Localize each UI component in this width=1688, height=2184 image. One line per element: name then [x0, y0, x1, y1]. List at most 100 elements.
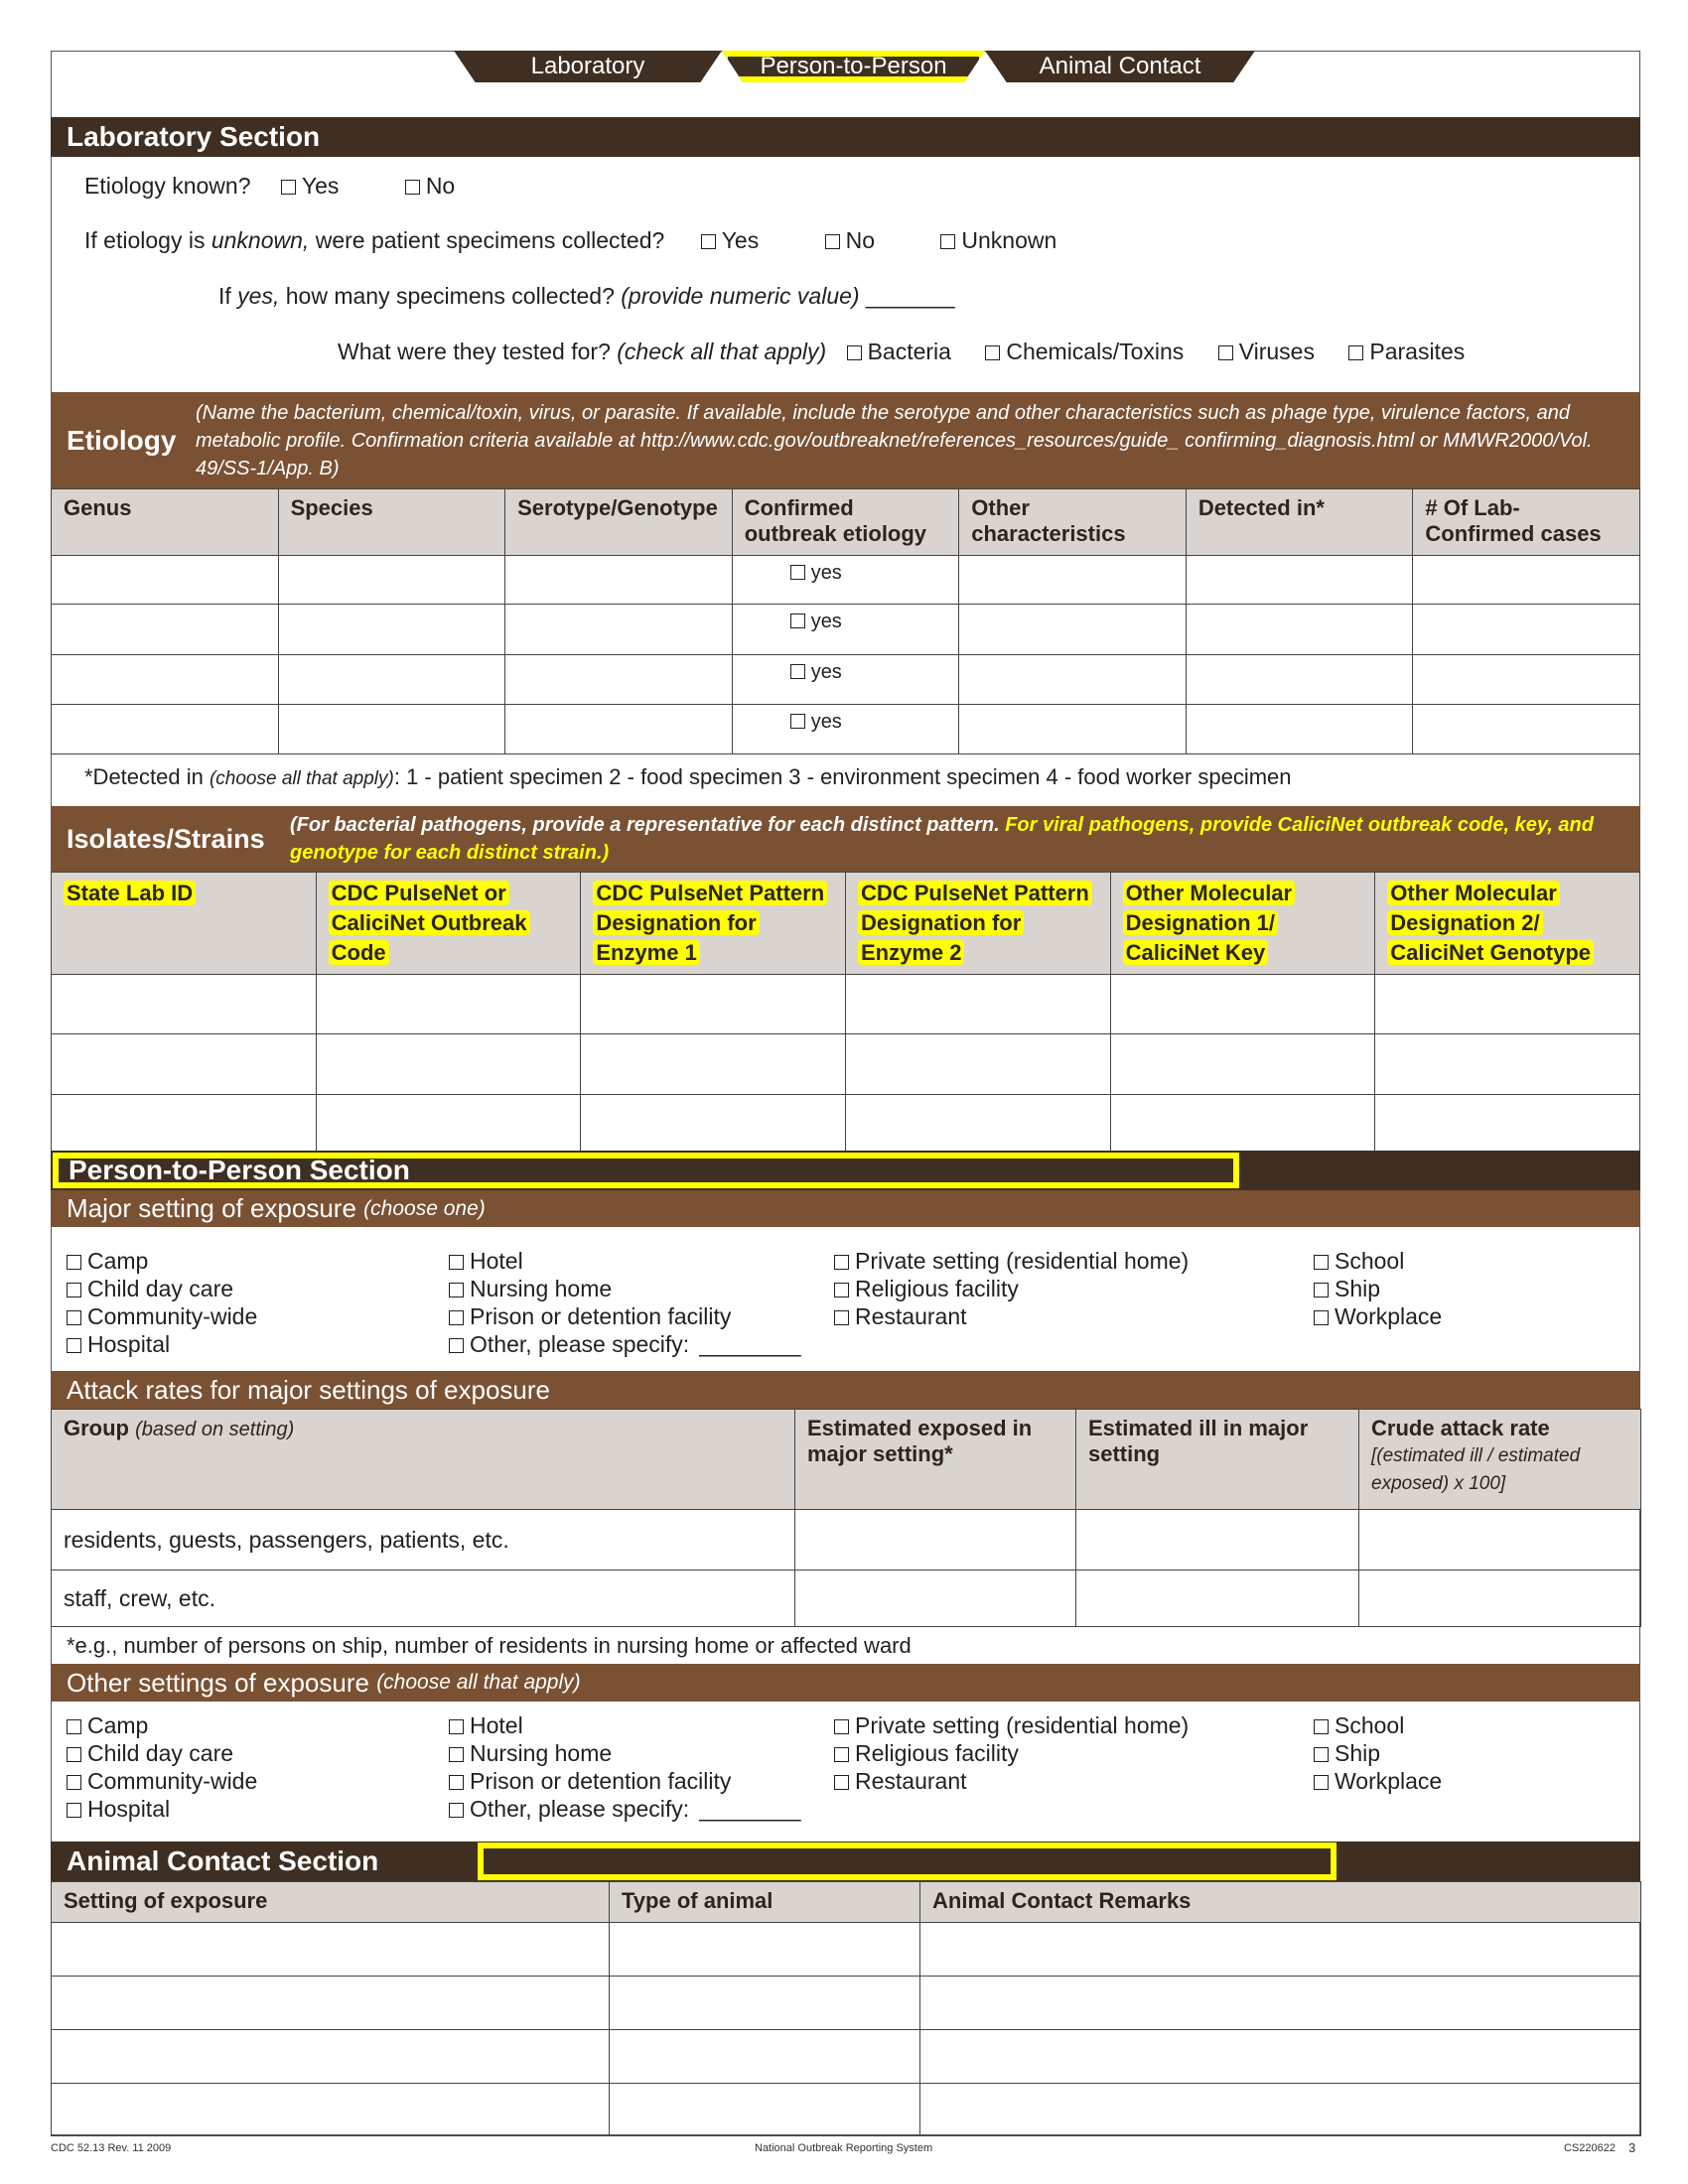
- other-setting-checkbox[interactable]: Ship: [1314, 1739, 1442, 1767]
- input-cell[interactable]: [1185, 704, 1414, 754]
- input-cell[interactable]: [51, 704, 279, 754]
- input-cell[interactable]: [958, 654, 1187, 705]
- input-cell[interactable]: [958, 704, 1187, 754]
- chemicals-checkbox[interactable]: Chemicals/Toxins: [985, 339, 1184, 364]
- input-cell[interactable]: [1185, 654, 1414, 705]
- other-setting-checkbox[interactable]: Hotel: [449, 1711, 801, 1739]
- major-setting-checkbox[interactable]: Hotel: [449, 1247, 801, 1275]
- input-cell[interactable]: [919, 2083, 1641, 2136]
- other-setting-checkbox[interactable]: Nursing home: [449, 1739, 801, 1767]
- input-cell[interactable]: [919, 1976, 1641, 2030]
- input-cell[interactable]: [919, 2029, 1641, 2084]
- major-setting-checkbox[interactable]: Hospital: [67, 1330, 257, 1358]
- other-setting-checkbox[interactable]: Religious facility: [834, 1739, 1189, 1767]
- input-cell[interactable]: [609, 2029, 920, 2084]
- input-cell[interactable]: [609, 1922, 920, 1977]
- input-cell[interactable]: [51, 1976, 610, 2030]
- input-cell[interactable]: [51, 555, 279, 605]
- estimated-exposed-cell[interactable]: [794, 1509, 1076, 1570]
- other-setting-checkbox[interactable]: Hospital: [67, 1795, 257, 1823]
- other-setting-checkbox[interactable]: Workplace: [1314, 1767, 1442, 1795]
- input-cell[interactable]: [51, 2083, 610, 2136]
- input-cell[interactable]: [1412, 704, 1640, 754]
- input-cell[interactable]: [277, 704, 506, 754]
- specify-field[interactable]: ________: [699, 1796, 801, 1822]
- other-setting-checkbox[interactable]: Community-wide: [67, 1767, 257, 1795]
- input-cell[interactable]: [580, 1033, 846, 1095]
- input-cell[interactable]: [315, 974, 582, 1034]
- input-cell[interactable]: [504, 704, 733, 754]
- input-cell[interactable]: [1412, 654, 1640, 705]
- input-cell[interactable]: [1185, 604, 1414, 655]
- input-cell[interactable]: [609, 1976, 920, 2030]
- confirmed-yes-checkbox[interactable]: yes: [789, 661, 842, 683]
- other-setting-checkbox[interactable]: Camp: [67, 1711, 257, 1739]
- input-cell[interactable]: [1109, 974, 1376, 1034]
- input-cell[interactable]: [580, 974, 846, 1034]
- input-cell[interactable]: [1185, 555, 1414, 605]
- specify-field[interactable]: ________: [699, 1331, 801, 1357]
- input-cell[interactable]: [919, 1922, 1641, 1977]
- confirmed-yes-checkbox[interactable]: yes: [789, 711, 842, 733]
- input-cell[interactable]: [504, 604, 733, 655]
- confirmed-yes-checkbox[interactable]: yes: [789, 562, 842, 584]
- specimen-count-field[interactable]: _______: [865, 283, 955, 309]
- crude-attack-rate-cell[interactable]: [1358, 1570, 1641, 1627]
- parasites-checkbox[interactable]: Parasites: [1348, 339, 1465, 364]
- input-cell[interactable]: [51, 1922, 610, 1977]
- major-setting-checkbox[interactable]: Community-wide: [67, 1302, 257, 1330]
- input-cell[interactable]: [51, 1094, 317, 1152]
- input-cell[interactable]: [609, 2083, 920, 2136]
- input-cell[interactable]: [51, 974, 317, 1034]
- confirmed-yes-checkbox[interactable]: yes: [789, 611, 842, 632]
- estimated-exposed-cell[interactable]: [794, 1570, 1076, 1627]
- input-cell[interactable]: [844, 1094, 1111, 1152]
- tab-laboratory[interactable]: Laboratory: [454, 51, 722, 82]
- input-cell[interactable]: [277, 555, 506, 605]
- major-setting-checkbox[interactable]: Religious facility: [834, 1275, 1189, 1302]
- other-setting-checkbox[interactable]: Child day care: [67, 1739, 257, 1767]
- input-cell[interactable]: [1412, 604, 1640, 655]
- major-setting-checkbox[interactable]: Restaurant: [834, 1302, 1189, 1330]
- input-cell[interactable]: [1109, 1094, 1376, 1152]
- yes-checkbox[interactable]: Yes: [700, 227, 759, 253]
- input-cell[interactable]: [1109, 1033, 1376, 1095]
- input-cell[interactable]: [844, 974, 1111, 1034]
- input-cell[interactable]: [580, 1094, 846, 1152]
- input-cell[interactable]: [844, 1033, 1111, 1095]
- input-cell[interactable]: [51, 654, 279, 705]
- major-setting-checkbox[interactable]: Private setting (residential home): [834, 1247, 1189, 1275]
- yes-checkbox[interactable]: Yes: [280, 173, 339, 199]
- major-setting-checkbox[interactable]: Other, please specify: ________: [449, 1330, 801, 1358]
- input-cell[interactable]: [958, 604, 1187, 655]
- input-cell[interactable]: [315, 1094, 582, 1152]
- bacteria-checkbox[interactable]: Bacteria: [846, 339, 951, 364]
- estimated-ill-cell[interactable]: [1075, 1570, 1359, 1627]
- input-cell[interactable]: [1412, 555, 1640, 605]
- major-setting-checkbox[interactable]: Child day care: [67, 1275, 257, 1302]
- input-cell[interactable]: [315, 1033, 582, 1095]
- no-checkbox[interactable]: No: [404, 173, 455, 199]
- major-setting-checkbox[interactable]: Workplace: [1314, 1302, 1442, 1330]
- major-setting-checkbox[interactable]: School: [1314, 1247, 1442, 1275]
- input-cell[interactable]: [51, 604, 279, 655]
- input-cell[interactable]: [504, 555, 733, 605]
- other-setting-checkbox[interactable]: Prison or detention facility: [449, 1767, 801, 1795]
- other-setting-checkbox[interactable]: Restaurant: [834, 1767, 1189, 1795]
- input-cell[interactable]: [504, 654, 733, 705]
- input-cell[interactable]: [51, 2029, 610, 2084]
- unknown-checkbox[interactable]: Unknown: [940, 227, 1056, 253]
- major-setting-checkbox[interactable]: Camp: [67, 1247, 257, 1275]
- input-cell[interactable]: [1374, 974, 1640, 1034]
- other-setting-checkbox[interactable]: School: [1314, 1711, 1442, 1739]
- input-cell[interactable]: [1374, 1094, 1640, 1152]
- tab-person-to-person[interactable]: Person-to-Person: [722, 51, 985, 82]
- input-cell[interactable]: [958, 555, 1187, 605]
- other-setting-checkbox[interactable]: Other, please specify: ________: [449, 1795, 801, 1823]
- no-checkbox[interactable]: No: [824, 227, 875, 253]
- estimated-ill-cell[interactable]: [1075, 1509, 1359, 1570]
- major-setting-checkbox[interactable]: Ship: [1314, 1275, 1442, 1302]
- input-cell[interactable]: [277, 654, 506, 705]
- crude-attack-rate-cell[interactable]: [1358, 1509, 1641, 1570]
- major-setting-checkbox[interactable]: Nursing home: [449, 1275, 801, 1302]
